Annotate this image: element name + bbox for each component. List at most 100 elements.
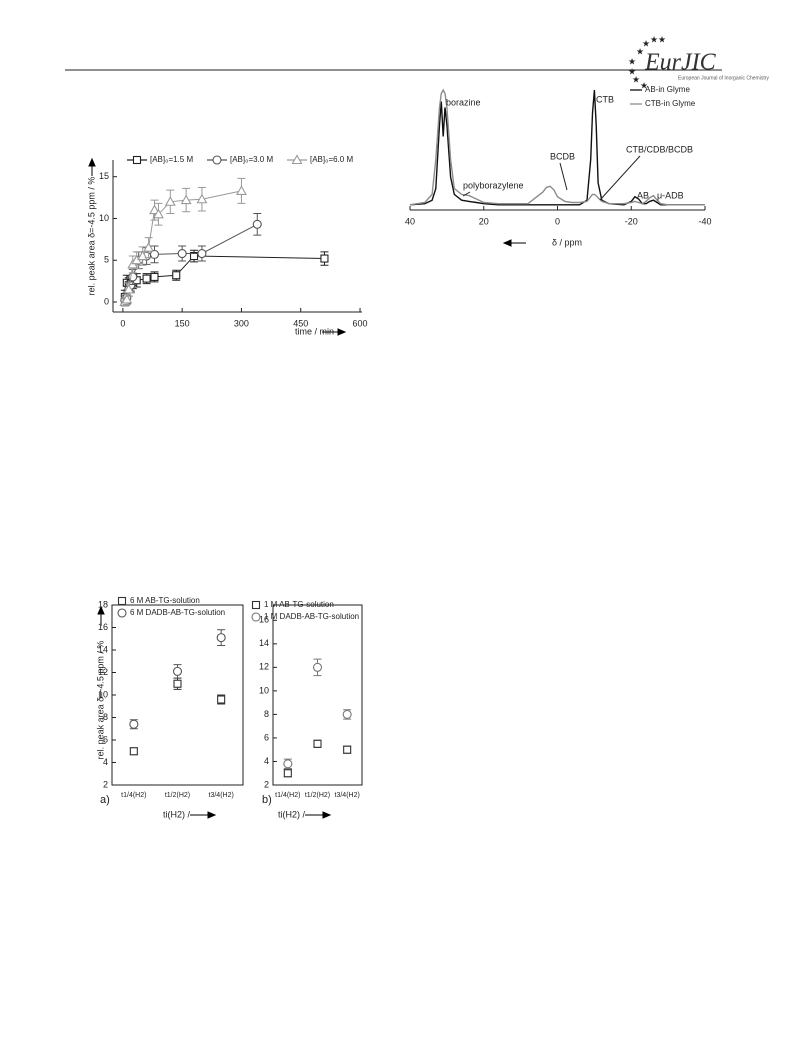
legend-label: [AB]₀=1.5 M (150, 155, 193, 164)
data-point (283, 769, 292, 778)
data-point (313, 739, 322, 748)
y-tick-label: 10 (99, 213, 109, 223)
x-tick-label: 40 (405, 216, 415, 226)
x-tick-label: 0 (120, 318, 125, 328)
svg-text:★: ★ (640, 80, 648, 90)
y-tick-label: 12 (98, 667, 108, 677)
x-axis-label: ti(H2) / (163, 809, 190, 819)
y-axis-label: rel. peak area δ=-4.5 ppm / % (86, 177, 96, 296)
data-point (217, 695, 226, 704)
annotation: polyborazylene (463, 180, 524, 190)
legend-label: CTB-in Glyme (645, 99, 696, 108)
x-tick-label: t1/4(H2) (121, 792, 146, 799)
series-line (409, 88, 705, 206)
data-point (343, 745, 352, 754)
legend-marker (117, 608, 127, 618)
x-tick-label: -40 (698, 216, 711, 226)
legend-label: 1 M AB-TG-solution (264, 600, 334, 609)
annotation: borazine (446, 97, 481, 107)
y-tick-label: 4 (103, 757, 108, 767)
x-axis-label: ti(H2) / (278, 809, 305, 819)
x-tick-label: t1/2(H2) (305, 792, 330, 799)
x-axis-label: time / min (295, 326, 334, 336)
y-tick-label: 18 (98, 599, 108, 609)
legend-marker (251, 612, 261, 622)
data-point (196, 193, 208, 204)
legend-marker (212, 155, 222, 165)
annotation: AB (637, 190, 649, 200)
data-point (180, 194, 192, 205)
svg-text:★: ★ (650, 34, 658, 44)
data-point (320, 254, 329, 263)
x-tick-label: 150 (175, 318, 190, 328)
svg-text:★: ★ (628, 56, 636, 66)
y-tick-label: 5 (104, 255, 109, 265)
annotation-leader (559, 162, 568, 191)
data-point (283, 759, 293, 769)
y-tick-label: 10 (98, 689, 108, 699)
y-tick-label: 4 (264, 756, 269, 766)
annotation-leader (599, 155, 641, 201)
data-point (189, 251, 199, 261)
y-tick-label: 2 (103, 779, 108, 789)
y-tick-label: 15 (99, 171, 109, 181)
legend-label: [AB]₀=3.0 M (230, 155, 273, 164)
legend-label: 6 M AB-TG-solution (130, 596, 200, 605)
legend-label: 6 M DADB-AB-TG-solution (130, 608, 225, 617)
data-point (129, 747, 138, 756)
svg-text:★: ★ (632, 74, 640, 84)
data-point (149, 204, 160, 215)
svg-text:★: ★ (628, 66, 636, 76)
y-axis-label: rel. peak area δ=-4.5 ppm / % (95, 641, 105, 760)
y-tick-label: 14 (259, 638, 269, 648)
annotation-leader (462, 191, 471, 197)
logo-stars: ★★ ★ ★ ★★★★ (628, 34, 666, 90)
x-tick-label: 600 (353, 318, 368, 328)
y-tick-label: 8 (264, 709, 269, 719)
data-point (149, 249, 160, 259)
legend-label: 1 M DADB-AB-TG-solution (264, 612, 359, 621)
y-tick-label: 6 (264, 732, 269, 742)
y-tick-label: 0 (104, 296, 109, 306)
data-point (216, 633, 226, 643)
legend-marker (117, 596, 127, 606)
data-point (143, 242, 155, 252)
arrows (88, 157, 526, 819)
y-tick-label: 12 (259, 662, 269, 672)
svg-text:★: ★ (658, 34, 666, 44)
data-point (177, 248, 187, 259)
x-tick-label: t3/4(H2) (335, 792, 360, 799)
y-tick-label: 14 (98, 644, 108, 654)
journal-name: European Journal of Inorganic Chemistry (678, 75, 769, 81)
y-tick-label: 16 (98, 622, 108, 632)
data-point (164, 196, 176, 206)
x-tick-label: t3/4(H2) (209, 792, 234, 799)
panel-label: b) (262, 794, 272, 806)
y-tick-label: 6 (103, 734, 108, 744)
data-point (142, 274, 151, 283)
data-point (150, 272, 159, 281)
legend-label: AB-in Glyme (645, 85, 690, 94)
data-point (173, 679, 182, 688)
svg-text:★: ★ (636, 46, 644, 56)
data-point (236, 185, 247, 195)
y-tick-label: 8 (103, 712, 108, 722)
data-point (123, 283, 135, 294)
x-tick-label: t1/4(H2) (275, 792, 300, 799)
x-tick-label: 450 (293, 318, 308, 328)
data-point (172, 271, 181, 280)
data-point (312, 662, 323, 672)
legend-marker (251, 600, 261, 610)
annotation: BCDB (550, 151, 575, 161)
legend-marker (291, 154, 303, 165)
data-point (197, 248, 207, 259)
plot-frame (272, 604, 363, 786)
annotation: μ-ADB (657, 190, 684, 200)
data-point (252, 219, 262, 229)
x-tick-label: t1/2(H2) (165, 792, 190, 799)
data-point (153, 208, 164, 219)
data-point (121, 293, 133, 304)
data-point (129, 719, 139, 729)
